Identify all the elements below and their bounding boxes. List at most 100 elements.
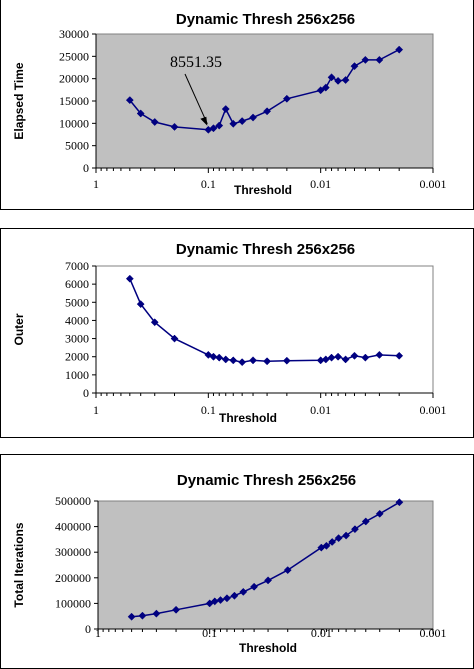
chart-panel-total-iterations: Dynamic Thresh 256x256 0 100000 200000 30000… bbox=[0, 454, 474, 669]
data-point bbox=[223, 594, 231, 603]
y-tick-label: 4000 bbox=[65, 313, 89, 327]
y-tick-label: 400000 bbox=[55, 520, 91, 534]
chart-outer: Dynamic Thresh 256x256 0 1000 2000 3000 4000 5… bbox=[12, 241, 447, 425]
x-tick-label: 1 bbox=[93, 403, 99, 417]
data-point bbox=[152, 609, 161, 618]
annotation-arrowhead bbox=[200, 116, 208, 126]
data-point bbox=[215, 121, 224, 130]
data-point bbox=[282, 356, 291, 365]
data-point bbox=[350, 351, 359, 360]
data-point bbox=[230, 591, 239, 600]
x-tick-label: 0.01 bbox=[311, 626, 332, 640]
data-point bbox=[395, 351, 404, 360]
data-point bbox=[327, 73, 336, 82]
data-point bbox=[221, 355, 230, 364]
y-tick-label: 3000 bbox=[65, 332, 89, 346]
y-tick-label: 200000 bbox=[55, 571, 91, 585]
data-point bbox=[264, 576, 273, 585]
data-point bbox=[136, 109, 145, 118]
data-point bbox=[350, 62, 359, 71]
data-point bbox=[250, 582, 259, 591]
series-line bbox=[129, 278, 400, 363]
data-point bbox=[328, 538, 337, 546]
data-point bbox=[283, 566, 292, 575]
chart-panel-elapsed-time: Dynamic Thresh 256x256 0 5000 10000 15000 200… bbox=[0, 0, 474, 210]
y-tick-label: 1000 bbox=[65, 368, 89, 382]
data-point bbox=[327, 353, 336, 362]
x-axis-label: Threshold bbox=[219, 411, 277, 425]
data-point bbox=[395, 45, 404, 54]
data-point bbox=[136, 300, 145, 309]
y-tick-label: 300000 bbox=[55, 545, 91, 559]
data-point bbox=[316, 86, 325, 95]
data-point bbox=[321, 83, 330, 92]
y-tick-label: 30000 bbox=[59, 27, 89, 41]
data-point bbox=[209, 124, 218, 133]
data-point bbox=[334, 534, 343, 543]
chart-title: Dynamic Thresh 256x256 bbox=[176, 241, 355, 258]
data-point bbox=[282, 94, 291, 103]
data-point bbox=[238, 358, 247, 367]
x-tick-label: 1 bbox=[95, 626, 101, 640]
data-point bbox=[216, 596, 225, 605]
y-tick-label: 15000 bbox=[59, 94, 89, 108]
data-point bbox=[322, 541, 331, 550]
y-tick-label: 25000 bbox=[59, 49, 89, 63]
y-tick-label: 2000 bbox=[65, 350, 89, 364]
x-tick-label: 0.01 bbox=[310, 177, 331, 191]
data-point bbox=[150, 118, 159, 126]
data-point bbox=[238, 117, 247, 126]
x-tick-label: 0.001 bbox=[420, 403, 447, 417]
x-tick-label: 0.01 bbox=[310, 403, 331, 417]
data-point bbox=[375, 350, 384, 359]
x-tick-label: 0.001 bbox=[420, 626, 447, 640]
data-point bbox=[170, 334, 179, 343]
data-point bbox=[249, 356, 257, 365]
data-point bbox=[239, 587, 248, 596]
y-tick-label: 7000 bbox=[65, 259, 89, 273]
data-point bbox=[350, 525, 359, 534]
data-point bbox=[375, 509, 384, 518]
y-tick-label: 5000 bbox=[65, 295, 89, 309]
x-axis-label: Threshold bbox=[239, 641, 297, 655]
plot-area bbox=[95, 265, 434, 394]
x-tick-label: 0.001 bbox=[420, 177, 447, 191]
data-point bbox=[342, 531, 351, 540]
data-point bbox=[229, 119, 238, 128]
data-point bbox=[249, 113, 257, 122]
y-tick-label: 20000 bbox=[59, 72, 89, 86]
data-point bbox=[150, 318, 159, 327]
data-point bbox=[395, 498, 404, 507]
data-point bbox=[125, 274, 134, 283]
y-axis-label: Elapsed Time bbox=[12, 62, 26, 139]
series-line bbox=[129, 48, 400, 131]
x-tick-label: 0.1 bbox=[201, 403, 216, 417]
data-point bbox=[215, 353, 224, 362]
data-point bbox=[209, 352, 218, 361]
annotation-label: 8551.35 bbox=[170, 54, 222, 71]
data-point bbox=[127, 612, 136, 621]
y-tick-label: 0 bbox=[83, 386, 89, 400]
x-tick-label: 1 bbox=[93, 177, 99, 191]
y-tick-label: 0 bbox=[83, 161, 89, 175]
y-axis-label: Total Iterations bbox=[12, 522, 26, 607]
y-tick-label: 5000 bbox=[65, 139, 89, 153]
y-axis-label: Outer bbox=[12, 313, 26, 345]
data-point bbox=[263, 357, 272, 366]
chart-panel-outer: Dynamic Thresh 256x256 0 1000 2000 3000 4000 5… bbox=[0, 228, 474, 438]
plot-area bbox=[95, 33, 434, 169]
data-point bbox=[321, 355, 330, 364]
plot-area bbox=[97, 500, 434, 630]
x-tick-label: 0.1 bbox=[202, 626, 217, 640]
chart-total-iterations: Dynamic Thresh 256x256 0 100000 200000 30000… bbox=[12, 472, 447, 655]
y-tick-label: 6000 bbox=[65, 277, 89, 291]
y-tick-label: 500000 bbox=[55, 494, 91, 508]
data-point bbox=[341, 355, 350, 364]
data-point bbox=[375, 55, 384, 64]
annotation-arrow bbox=[184, 73, 208, 125]
data-point bbox=[361, 55, 370, 64]
y-tick-label: 100000 bbox=[55, 596, 91, 610]
data-point bbox=[221, 105, 230, 113]
x-tick-label: 0.1 bbox=[201, 177, 216, 191]
data-point bbox=[263, 107, 272, 116]
